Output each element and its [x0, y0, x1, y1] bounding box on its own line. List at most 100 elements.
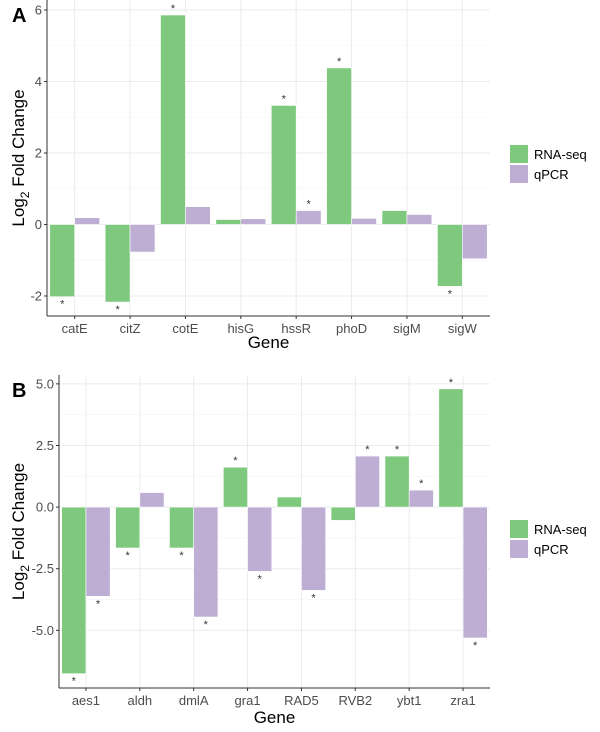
bar-qPCR-gra1 [247, 506, 273, 572]
y-axis-title-base: Log [9, 198, 28, 226]
significance-marker: * [96, 598, 101, 610]
bar-qPCR-hssR [295, 210, 322, 225]
x-tick-label: aes1 [72, 693, 100, 708]
legend-label-RNA-seq: RNA-seq [534, 522, 587, 537]
significance-marker: * [60, 299, 65, 311]
significance-marker: * [171, 3, 176, 15]
x-tick-label: cotE [172, 321, 198, 336]
x-tick-label: RVB2 [338, 693, 372, 708]
y-tick-label: 0 [35, 217, 42, 232]
significance-marker: * [311, 592, 316, 604]
legend-label-qPCR: qPCR [534, 167, 569, 182]
y-axis-title: Log2 Fold Change [9, 463, 32, 600]
bar-qPCR-sigW [462, 224, 488, 260]
y-axis-title-subscript: 2 [18, 191, 32, 198]
y-axis-title-base: Log [9, 572, 28, 600]
y-tick-label: 2.5 [36, 438, 54, 453]
y-tick-label: 5.0 [36, 376, 54, 391]
bar-RNA-seq-sigW [437, 224, 463, 287]
bar-RNA-seq-catE [49, 224, 75, 297]
bar-RNA-seq-zra1 [438, 388, 464, 508]
significance-marker: * [115, 304, 120, 316]
significance-marker: * [448, 288, 453, 300]
x-tick-label: catE [62, 321, 88, 336]
bar-RNA-seq-cotE [160, 14, 186, 225]
bar-qPCR-citZ [129, 224, 156, 253]
bar-qPCR-aldh [139, 492, 165, 508]
y-tick-label: -2.5 [32, 561, 54, 576]
y-axis-title-rest: Fold Change [9, 463, 28, 565]
bar-qPCR-aes1 [85, 506, 111, 597]
bar-RNA-seq-citZ [104, 224, 131, 303]
significance-marker: * [365, 444, 370, 456]
y-axis-title: Log2 Fold Change [9, 89, 32, 226]
bar-RNA-seq-sigM [381, 210, 408, 225]
x-tick-label: aldh [128, 693, 153, 708]
significance-marker: * [258, 573, 263, 585]
legend-swatch-qPCR [510, 540, 528, 558]
significance-marker: * [473, 640, 478, 652]
bar-qPCR-hisG [240, 218, 267, 225]
bar-qPCR-dmlA [193, 506, 219, 618]
x-tick-label: sigW [448, 321, 478, 336]
panel-label: B [12, 380, 26, 402]
y-tick-label: 0.0 [36, 500, 54, 515]
panel-A: -2 0 2 4 6 * * * * * * * catE citZ cotE hisG hssR phoD sig… [9, 0, 587, 352]
y-tick-label: 6 [35, 3, 42, 18]
legend-label-qPCR: qPCR [534, 542, 569, 557]
legend-swatch-qPCR [510, 165, 528, 183]
x-tick-label: citZ [120, 321, 141, 336]
y-tick-label: 4 [35, 74, 42, 89]
y-axis-title-subscript: 2 [18, 565, 32, 572]
bar-RNA-seq-hisG [215, 219, 242, 225]
significance-marker: * [204, 619, 209, 631]
bar-RNA-seq-aes1 [61, 506, 87, 675]
legend-swatch-RNA-seq [510, 520, 528, 538]
x-tick-label: hisG [227, 321, 254, 336]
bar-qPCR-RVB2 [355, 455, 380, 508]
significance-marker: * [282, 93, 287, 105]
x-tick-label: ybt1 [397, 693, 422, 708]
y-tick-label: -2 [30, 288, 42, 303]
y-tick-label: 2 [35, 145, 42, 160]
x-tick-label: sigM [393, 321, 420, 336]
significance-marker: * [395, 444, 400, 456]
bar-RNA-seq-dmlA [169, 506, 194, 549]
x-axis-title: Gene [248, 333, 290, 352]
bar-qPCR-zra1 [462, 506, 488, 639]
bar-RNA-seq-gra1 [223, 466, 248, 508]
legend-swatch-RNA-seq [510, 145, 528, 163]
x-tick-label: zra1 [450, 693, 475, 708]
significance-marker: * [337, 56, 342, 68]
x-tick-label: gra1 [235, 693, 261, 708]
bar-RNA-seq-RVB2 [330, 506, 356, 521]
x-tick-label: RAD5 [284, 693, 319, 708]
significance-marker: * [419, 478, 424, 490]
x-tick-label: phoD [336, 321, 367, 336]
legend-label-RNA-seq: RNA-seq [534, 147, 587, 162]
bar-qPCR-RAD5 [301, 506, 326, 591]
bar-qPCR-catE [74, 217, 100, 225]
y-tick-label: -5.0 [32, 623, 54, 638]
bar-RNA-seq-ybt1 [384, 455, 410, 508]
x-tick-label: hssR [281, 321, 311, 336]
significance-marker: * [307, 199, 312, 211]
bar-qPCR-phoD [351, 218, 377, 225]
significance-marker: * [233, 455, 238, 467]
bar-RNA-seq-aldh [115, 506, 141, 549]
bar-qPCR-sigM [406, 214, 433, 225]
bar-RNA-seq-hssR [270, 105, 297, 225]
significance-marker: * [126, 550, 131, 562]
panel-label: A [12, 5, 26, 27]
panel-B: -5.0 -2.5 0.0 2.5 5.0 * * * * * * * * * * * * * aes1 aldh dm… [9, 375, 587, 727]
significance-marker: * [179, 550, 184, 562]
bar-qPCR-cotE [185, 206, 211, 225]
y-axis-title-rest: Fold Change [9, 89, 28, 191]
bar-RNA-seq-phoD [326, 67, 352, 225]
x-tick-label: dmlA [179, 693, 209, 708]
bar-qPCR-ybt1 [408, 489, 434, 508]
bar-RNA-seq-RAD5 [276, 496, 302, 508]
significance-marker: * [449, 377, 454, 389]
x-axis-title: Gene [254, 708, 296, 727]
